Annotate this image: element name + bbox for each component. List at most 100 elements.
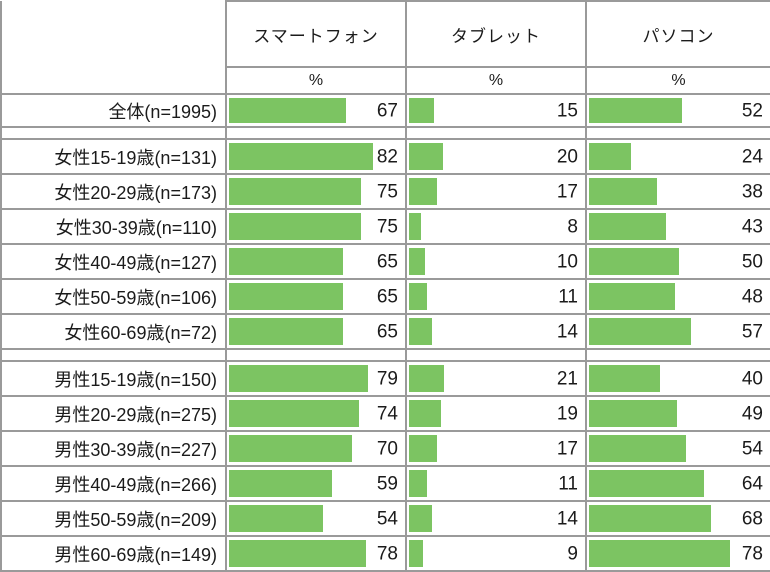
bar-track: 65	[227, 246, 405, 277]
table-row: 男性15-19歳(n=150) 79 21 40	[0, 360, 770, 397]
bar-value: 9	[567, 543, 578, 564]
bar	[589, 435, 686, 462]
bar-value: 8	[567, 216, 578, 237]
bar-track: 24	[587, 141, 770, 172]
bar-cell: 54	[585, 430, 770, 467]
bar-value: 49	[741, 403, 763, 424]
bar	[589, 178, 657, 205]
bar-cell: 75	[225, 208, 407, 245]
bar	[589, 318, 692, 345]
bar-cell: 43	[585, 208, 770, 245]
bar-track: 17	[407, 176, 585, 207]
row-label: 女性15-19歳(n=131)	[0, 138, 227, 175]
spacer-cell	[405, 348, 587, 362]
bar-value: 14	[556, 508, 578, 529]
bar-value: 11	[558, 286, 578, 307]
bar	[409, 143, 443, 170]
bar-value: 15	[556, 100, 578, 121]
bar-cell: 40	[585, 360, 770, 397]
bar	[409, 318, 432, 345]
table-row: 全体(n=1995) 67 15 52	[0, 93, 770, 128]
bar-value: 50	[741, 251, 763, 272]
bar-track: 54	[227, 503, 405, 534]
group-spacer-row	[0, 348, 770, 362]
bar-value: 57	[741, 321, 763, 342]
bar-value: 78	[376, 543, 398, 564]
row-label: 男性50-59歳(n=209)	[0, 500, 227, 537]
bar-value: 82	[376, 146, 398, 167]
bar-track: 15	[407, 96, 585, 125]
spacer-cell	[0, 348, 227, 362]
bar-value: 43	[741, 216, 763, 237]
bar-cell: 82	[225, 138, 407, 175]
row-label: 男性30-39歳(n=227)	[0, 430, 227, 467]
group-spacer-row	[0, 126, 770, 140]
bar-cell: 49	[585, 395, 770, 432]
bar-value: 67	[376, 100, 398, 121]
row-label: 全体(n=1995)	[0, 93, 227, 128]
bar-cell: 11	[405, 465, 587, 502]
row-label: 女性20-29歳(n=173)	[0, 173, 227, 210]
bar-track: 50	[587, 246, 770, 277]
bar	[229, 98, 347, 123]
bar	[589, 365, 661, 392]
bar-value: 75	[376, 216, 398, 237]
bar	[229, 248, 343, 275]
table-row: 男性20-29歳(n=275) 74 19 49	[0, 395, 770, 432]
bar-track: 14	[407, 503, 585, 534]
column-header-smartphone: スマートフォン	[225, 0, 407, 68]
bar	[409, 505, 432, 532]
bar-cell: 8	[405, 208, 587, 245]
bar-value: 24	[741, 146, 763, 167]
bar-value: 19	[556, 403, 578, 424]
bar-track: 70	[227, 433, 405, 464]
bar-cell: 19	[405, 395, 587, 432]
bar-value: 68	[741, 508, 763, 529]
bar-track: 17	[407, 433, 585, 464]
bar	[589, 248, 679, 275]
bar-cell: 38	[585, 173, 770, 210]
unit-row: % % %	[1, 66, 770, 95]
bar-track: 11	[407, 468, 585, 499]
bar-value: 65	[376, 251, 398, 272]
bar-cell: 9	[405, 535, 587, 572]
bar-value: 48	[741, 286, 763, 307]
bar-track: 68	[587, 503, 770, 534]
bar	[409, 178, 438, 205]
spacer-cell	[0, 126, 227, 140]
bar-value: 52	[741, 100, 763, 121]
bar-value: 14	[556, 321, 578, 342]
bar-cell: 11	[405, 278, 587, 315]
bar-track: 10	[407, 246, 585, 277]
table-row: 女性20-29歳(n=173) 75 17 38	[0, 173, 770, 210]
bar-cell: 21	[405, 360, 587, 397]
bar-value: 54	[376, 508, 398, 529]
bar	[229, 318, 343, 345]
bar-track: 59	[227, 468, 405, 499]
bar	[409, 248, 425, 275]
bar	[409, 365, 445, 392]
bar-cell: 50	[585, 243, 770, 280]
bar	[409, 435, 438, 462]
bar-value: 40	[741, 368, 763, 389]
bar-track: 49	[587, 398, 770, 429]
bar-value: 20	[556, 146, 578, 167]
bar	[229, 540, 366, 567]
bar	[589, 505, 712, 532]
bar-value: 54	[741, 438, 763, 459]
bar-track: 79	[227, 363, 405, 394]
bar	[409, 213, 422, 240]
bar	[229, 178, 361, 205]
bar-cell: 20	[405, 138, 587, 175]
bar-cell: 57	[585, 313, 770, 350]
corner-cell	[0, 1, 227, 95]
bar-cell: 17	[405, 173, 587, 210]
row-label: 男性40-49歳(n=266)	[0, 465, 227, 502]
table-row: 男性50-59歳(n=209) 54 14 68	[0, 500, 770, 537]
spacer-cell	[225, 126, 407, 140]
spacer-cell	[225, 348, 407, 362]
row-label: 男性15-19歳(n=150)	[0, 360, 227, 397]
bar-track: 43	[587, 211, 770, 242]
bar-cell: 17	[405, 430, 587, 467]
bar-cell: 68	[585, 500, 770, 537]
